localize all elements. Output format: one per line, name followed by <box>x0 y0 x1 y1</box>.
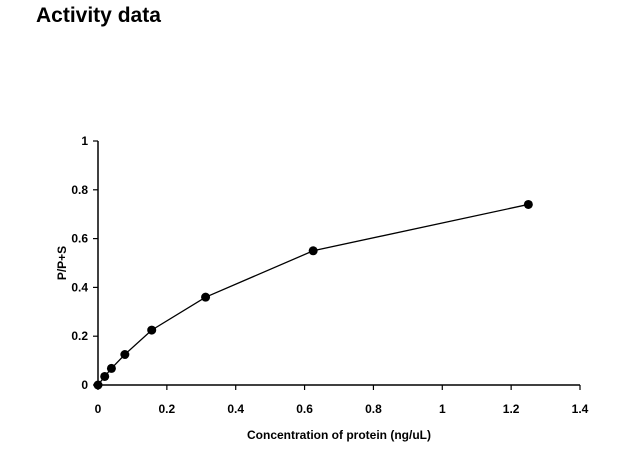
x-tick-label: 1.2 <box>503 402 520 416</box>
y-tick-label: 0 <box>81 378 88 392</box>
series-layer <box>93 199 533 390</box>
y-tick-label: 0.8 <box>71 183 88 197</box>
x-tick-label: 1 <box>439 402 446 416</box>
x-tick-label: 1.4 <box>572 402 589 416</box>
data-point <box>201 292 211 302</box>
x-axis-title: Concentration of protein (ng/uL) <box>247 428 431 442</box>
chart-axes <box>97 141 580 386</box>
series-line <box>97 203 529 386</box>
y-axis-ticks: 0 0.2 0.4 0.6 0.8 1 <box>71 134 98 392</box>
x-axis-ticks: 0 0.2 0.4 0.6 0.8 1 1.2 1.4 <box>95 385 589 416</box>
data-point <box>120 350 130 359</box>
data-point <box>147 325 157 335</box>
x-tick-label: 0.2 <box>159 402 176 416</box>
x-tick-label: 0.4 <box>227 402 244 416</box>
y-tick-label: 0.2 <box>71 329 88 343</box>
data-point <box>93 380 103 390</box>
data-point <box>308 246 318 256</box>
y-tick-label: 1 <box>81 134 88 148</box>
y-tick-label: 0.6 <box>71 232 88 246</box>
x-tick-label: 0.8 <box>365 402 382 416</box>
data-point <box>523 199 533 209</box>
y-axis-title: P/P+S <box>55 246 69 280</box>
y-tick-label: 0.4 <box>71 280 88 294</box>
data-point <box>106 363 116 373</box>
x-tick-label: 0 <box>95 402 102 416</box>
page-title: Activity data <box>36 4 161 27</box>
data-point <box>100 371 110 381</box>
x-tick-label: 0.6 <box>296 402 313 416</box>
